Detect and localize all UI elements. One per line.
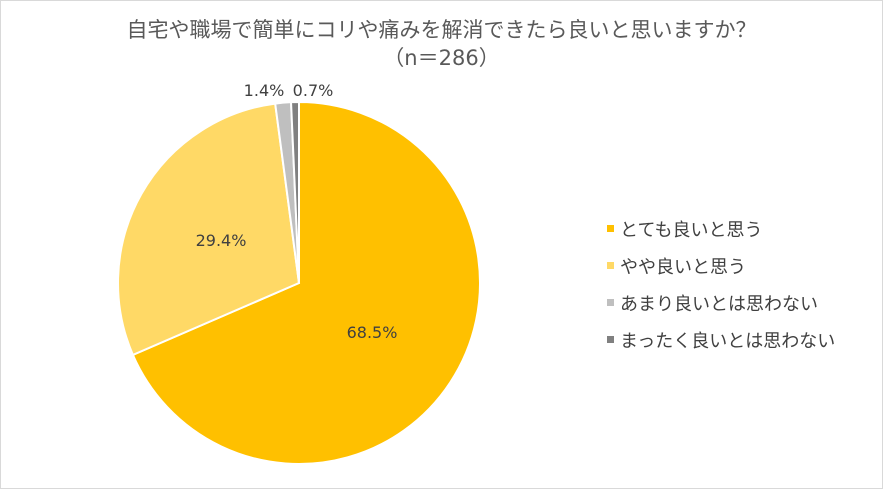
chart-title-block: 自宅や職場で簡単にコリや痛みを解消できたら良いと思いますか？ （n＝286） bbox=[0, 16, 883, 72]
legend-swatch-2 bbox=[607, 262, 614, 269]
pie-slice-4 bbox=[289, 100, 300, 284]
legend-label-4: まったく良いとは思わない bbox=[620, 330, 836, 352]
legend-item-4: まったく良いとは思わない bbox=[607, 328, 836, 352]
legend-label-2: やや良いと思う bbox=[620, 256, 746, 278]
slice-value-label-3: 1.4% bbox=[244, 81, 285, 100]
legend-item-3: あまり良いとは思わない bbox=[607, 291, 835, 315]
chart-title: 自宅や職場で簡単にコリや痛みを解消できたら良いと思いますか？ bbox=[126, 18, 757, 42]
legend-item-2: やや良いと思う bbox=[607, 254, 835, 278]
slice-value-label-1: 68.5% bbox=[347, 323, 398, 342]
slice-value-label-4: 0.7% bbox=[293, 81, 334, 100]
pie-slice-2 bbox=[117, 102, 301, 357]
legend-swatch-1 bbox=[607, 225, 614, 232]
legend-swatch-3 bbox=[607, 299, 614, 306]
chart-legend: とても良いと思う やや良いと思うあまり良いとは思わない まったく良いとは思わない bbox=[607, 217, 835, 365]
slice-value-label-2: 29.4% bbox=[196, 231, 247, 250]
chart-subtitle: （n＝286） bbox=[383, 46, 500, 70]
legend-label-3: あまり良いとは思わない bbox=[620, 293, 818, 315]
legend-item-1: とても良いと思う bbox=[607, 217, 835, 241]
legend-swatch-4 bbox=[607, 336, 614, 343]
pie-slice-1 bbox=[131, 100, 481, 465]
legend-label-1: とても良いと思う bbox=[620, 219, 763, 241]
